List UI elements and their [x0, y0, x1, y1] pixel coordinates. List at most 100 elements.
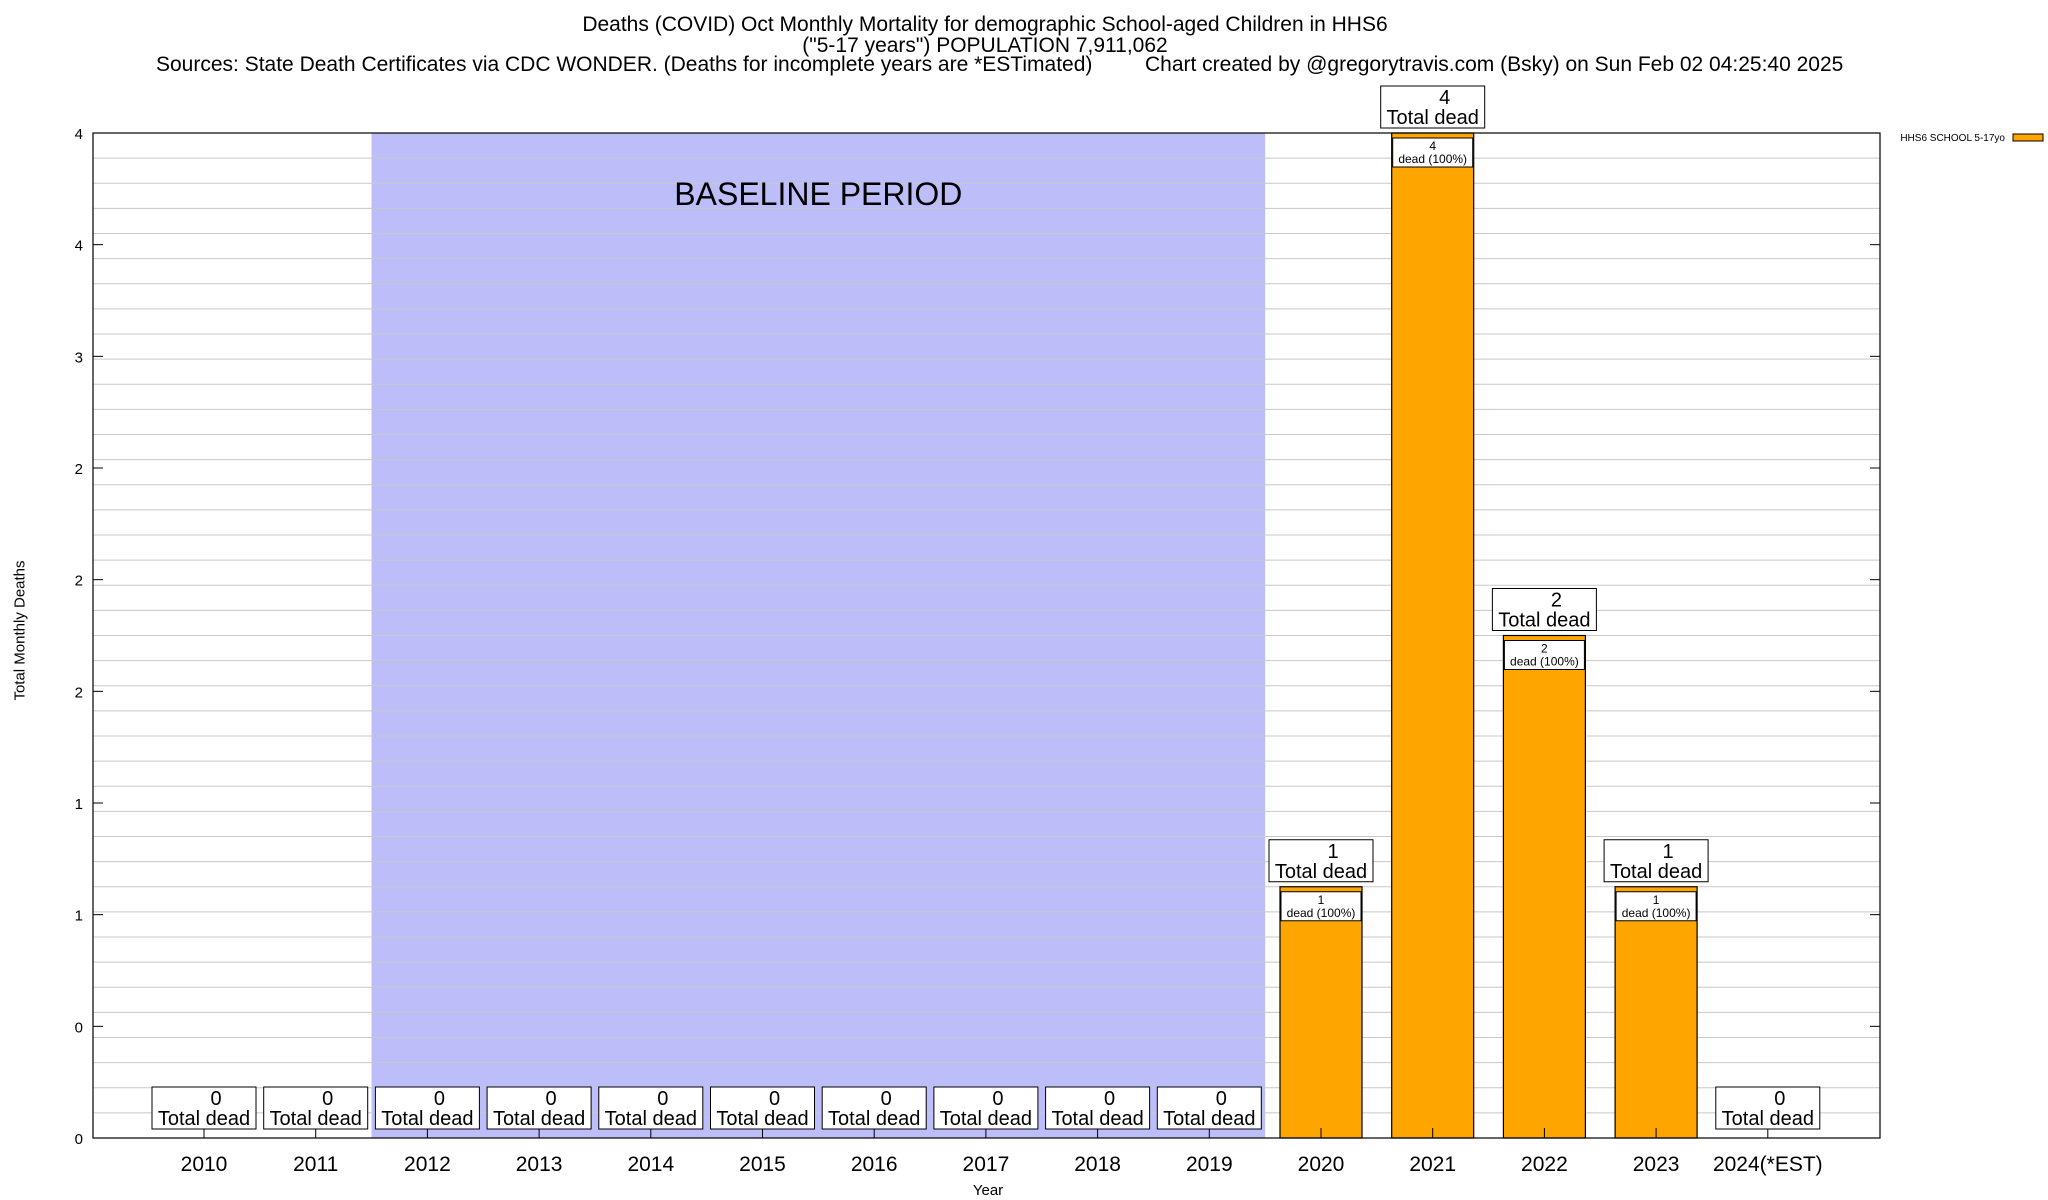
total-label: Total dead: [270, 1108, 362, 1130]
chart-title-line-1: Deaths (COVID) Oct Monthly Mortality for…: [582, 13, 1388, 36]
x-tick-label: 2016: [851, 1153, 898, 1176]
total-value: 0: [769, 1088, 780, 1110]
x-tick-label: 2022: [1521, 1153, 1568, 1176]
total-value: 0: [881, 1088, 892, 1110]
total-label-box: [710, 1086, 815, 1130]
total-label-box: [1268, 839, 1374, 883]
bar-inner-label-box: [1615, 891, 1697, 922]
total-label-box: [151, 1086, 257, 1130]
y-tick-label: 0: [75, 1131, 83, 1148]
bar-inner-value: 1: [1318, 893, 1325, 907]
x-tick-label: 2015: [739, 1153, 786, 1176]
total-label: Total dead: [1051, 1108, 1143, 1130]
legend-swatch: [2012, 133, 2044, 142]
total-label-box: [1045, 1086, 1151, 1130]
total-label: Total dead: [381, 1108, 473, 1130]
legend: HHS6 SCHOOL 5-17yo: [1900, 133, 2044, 144]
total-label-box: [1380, 85, 1486, 129]
x-tick-label: 2023: [1633, 1153, 1680, 1176]
total-label: Total dead: [1275, 861, 1367, 883]
total-value: 0: [657, 1088, 668, 1110]
bar-inner-label-box: [1280, 891, 1362, 922]
total-label-box: [486, 1086, 592, 1130]
total-value: 4: [1439, 87, 1450, 109]
total-value: 0: [546, 1088, 557, 1110]
y-tick-label: 2: [75, 684, 83, 701]
chart-credit-text: Chart created by @gregorytravis.com (Bsk…: [1145, 53, 1844, 76]
total-label-box: [821, 1086, 927, 1130]
x-tick-label: 2010: [181, 1153, 228, 1176]
total-label: Total dead: [716, 1108, 808, 1130]
chart-source-text: Sources: State Death Certificates via CD…: [156, 53, 1093, 76]
x-tick-label: 2018: [1074, 1153, 1121, 1176]
total-value: 1: [1327, 841, 1338, 863]
y-tick-label: 2: [75, 461, 83, 478]
y-tick-label: 4: [75, 238, 83, 255]
x-axis-label: Year: [972, 1182, 1004, 1199]
total-label: Total dead: [940, 1108, 1032, 1130]
total-label: Total dead: [493, 1108, 585, 1130]
bar-inner-value: 4: [1429, 139, 1436, 153]
total-label-box: [1603, 839, 1709, 883]
y-tick-label: 1: [75, 908, 83, 925]
y-tick-label: 0: [75, 1019, 83, 1036]
total-label-box: [933, 1086, 1039, 1130]
bar-inner-label: dead (100%): [1398, 152, 1467, 166]
total-label-box: [1715, 1086, 1821, 1130]
y-tick-label: 2: [75, 573, 83, 590]
total-label: Total dead: [1610, 861, 1702, 883]
bar: [1614, 886, 1698, 1139]
total-label: Total dead: [1387, 107, 1479, 129]
total-value: 0: [1104, 1088, 1115, 1110]
y-tick-label: 1: [75, 796, 83, 813]
total-value: 0: [322, 1088, 333, 1110]
x-tick-label: 2013: [516, 1153, 563, 1176]
total-label-box: [1156, 1086, 1262, 1130]
total-label: Total dead: [1722, 1108, 1814, 1130]
total-value: 0: [1216, 1088, 1227, 1110]
bar-inner-value: 1: [1653, 893, 1660, 907]
total-label-box: [374, 1086, 480, 1130]
bar-inner-label: dead (100%): [1287, 906, 1356, 920]
total-value: 2: [1551, 590, 1562, 612]
baseline-period-label: BASELINE PERIOD: [674, 176, 962, 212]
total-value: 1: [1663, 841, 1674, 863]
x-tick-label: 2019: [1186, 1153, 1233, 1176]
total-label: Total dead: [605, 1108, 697, 1130]
total-value: 0: [434, 1088, 445, 1110]
x-tick-label: 2011: [293, 1153, 338, 1176]
bar-inner-label-box: [1392, 137, 1474, 168]
total-label: Total dead: [828, 1108, 920, 1130]
total-label: Total dead: [1163, 1108, 1255, 1130]
bar: [1502, 634, 1587, 1139]
x-tick-label: 2024(*EST): [1713, 1153, 1823, 1176]
x-tick-label: 2021: [1409, 1153, 1456, 1176]
total-label-box: [263, 1086, 369, 1130]
x-tick-label: 2017: [963, 1153, 1010, 1176]
chart-title-line-2: ("5-17 years") POPULATION 7,911,062: [802, 34, 1168, 57]
y-tick-label: 3: [75, 349, 83, 366]
legend-label: HHS6 SCHOOL 5-17yo: [1900, 133, 2005, 144]
total-label: Total dead: [1498, 610, 1590, 632]
x-tick-label: 2020: [1298, 1153, 1345, 1176]
total-label: Total dead: [158, 1108, 250, 1130]
bar-inner-label-box: [1503, 640, 1585, 670]
total-label-box: [1491, 588, 1597, 631]
bar-inner-label: dead (100%): [1510, 655, 1579, 669]
total-value: 0: [1774, 1088, 1785, 1110]
bar: [1279, 886, 1363, 1139]
x-tick-label: 2014: [627, 1153, 674, 1176]
y-tick-label: 4: [75, 126, 83, 143]
bar-inner-label: dead (100%): [1622, 906, 1691, 920]
total-value: 0: [210, 1088, 221, 1110]
bar-inner-value: 2: [1541, 642, 1548, 656]
total-label-box: [598, 1086, 704, 1130]
x-tick-label: 2012: [404, 1153, 451, 1176]
total-value: 0: [992, 1088, 1003, 1110]
plot-frame: [92, 132, 1881, 1139]
bar: [1391, 132, 1475, 1139]
y-axis-label: Total Monthly Deaths: [11, 560, 29, 701]
